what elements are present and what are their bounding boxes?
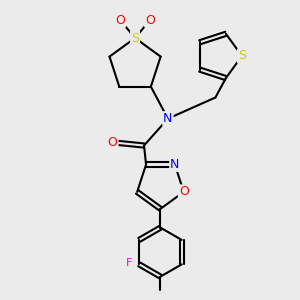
Text: N: N xyxy=(170,158,179,171)
Text: O: O xyxy=(115,14,125,27)
Text: S: S xyxy=(131,32,139,44)
Text: O: O xyxy=(145,14,155,27)
Text: N: N xyxy=(163,112,172,125)
Text: O: O xyxy=(108,136,118,149)
Text: S: S xyxy=(238,50,246,62)
Text: F: F xyxy=(126,258,132,268)
Text: O: O xyxy=(179,185,189,198)
